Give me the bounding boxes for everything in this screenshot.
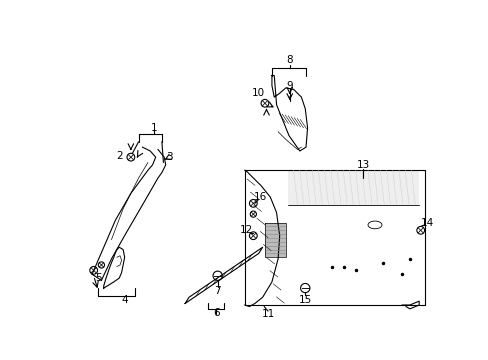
Text: 5: 5 xyxy=(95,273,102,283)
Text: 13: 13 xyxy=(356,160,369,170)
Text: 3: 3 xyxy=(166,152,173,162)
Polygon shape xyxy=(287,170,418,205)
Text: 11: 11 xyxy=(261,309,274,319)
Text: 4: 4 xyxy=(121,295,128,305)
Text: 2: 2 xyxy=(117,150,123,161)
Text: 16: 16 xyxy=(253,192,266,202)
Text: 12: 12 xyxy=(239,225,252,235)
Text: 8: 8 xyxy=(286,55,292,65)
Text: 7: 7 xyxy=(214,286,221,296)
Text: 10: 10 xyxy=(252,88,265,98)
Text: 14: 14 xyxy=(420,217,433,228)
Text: 15: 15 xyxy=(298,294,311,305)
Text: 6: 6 xyxy=(212,308,219,318)
Text: 1: 1 xyxy=(150,123,157,133)
Polygon shape xyxy=(264,222,285,257)
Text: 9: 9 xyxy=(286,81,292,91)
